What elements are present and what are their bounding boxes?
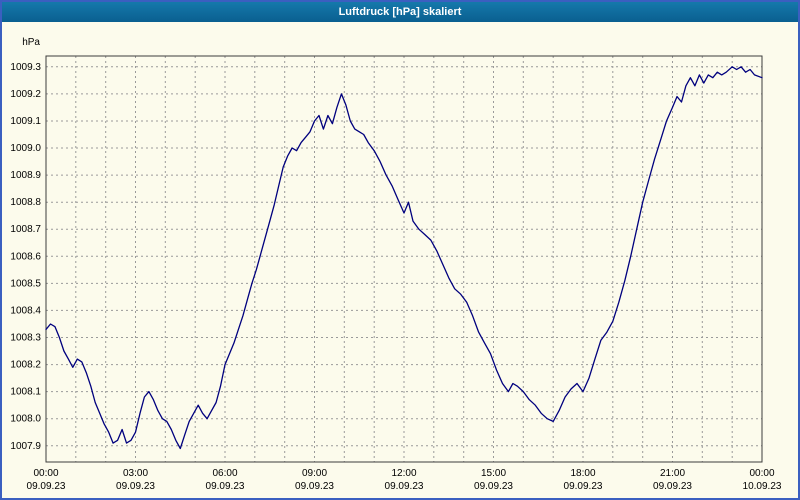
svg-text:09.09.23: 09.09.23 — [27, 481, 66, 492]
svg-text:09.09.23: 09.09.23 — [295, 481, 334, 492]
svg-text:1009.2: 1009.2 — [10, 89, 41, 100]
svg-text:1008.1: 1008.1 — [10, 387, 41, 398]
svg-text:1007.9: 1007.9 — [10, 441, 41, 452]
svg-text:03:00: 03:00 — [123, 468, 148, 479]
svg-text:12:00: 12:00 — [391, 468, 416, 479]
svg-text:09.09.23: 09.09.23 — [564, 481, 603, 492]
svg-text:00:00: 00:00 — [33, 468, 58, 479]
svg-text:1009.3: 1009.3 — [10, 62, 41, 73]
svg-text:09.09.23: 09.09.23 — [116, 481, 155, 492]
svg-text:1009.0: 1009.0 — [10, 143, 41, 154]
chart-area: 1007.9 1008.0 1008.1 1008.2 1008.3 1008.4 1008… — [2, 22, 798, 498]
svg-text:09.09.23: 09.09.23 — [385, 481, 424, 492]
svg-text:10.09.23: 10.09.23 — [743, 481, 782, 492]
pressure-chart: 1007.9 1008.0 1008.1 1008.2 1008.3 1008.4 1008… — [10, 37, 782, 492]
svg-text:00:00: 00:00 — [749, 468, 774, 479]
svg-text:1008.6: 1008.6 — [10, 251, 41, 262]
svg-text:1009.1: 1009.1 — [10, 116, 41, 127]
svg-text:1008.3: 1008.3 — [10, 333, 41, 344]
svg-text:15:00: 15:00 — [481, 468, 506, 479]
svg-text:1008.2: 1008.2 — [10, 360, 41, 371]
svg-text:21:00: 21:00 — [660, 468, 685, 479]
svg-text:1008.0: 1008.0 — [10, 414, 41, 425]
svg-text:09.09.23: 09.09.23 — [206, 481, 245, 492]
svg-text:1008.4: 1008.4 — [10, 305, 41, 316]
svg-text:09.09.23: 09.09.23 — [653, 481, 692, 492]
svg-text:06:00: 06:00 — [212, 468, 237, 479]
window-title: Luftdruck [hPa] skaliert — [338, 6, 462, 18]
svg-text:hPa: hPa — [22, 37, 40, 48]
svg-text:1008.5: 1008.5 — [10, 278, 41, 289]
window-titlebar[interactable]: Luftdruck [hPa] skaliert — [2, 2, 798, 22]
svg-text:18:00: 18:00 — [570, 468, 595, 479]
svg-text:1008.7: 1008.7 — [10, 224, 41, 235]
svg-text:09.09.23: 09.09.23 — [474, 481, 513, 492]
svg-text:09:00: 09:00 — [302, 468, 327, 479]
svg-text:1008.9: 1008.9 — [10, 170, 41, 181]
svg-text:1008.8: 1008.8 — [10, 197, 41, 208]
